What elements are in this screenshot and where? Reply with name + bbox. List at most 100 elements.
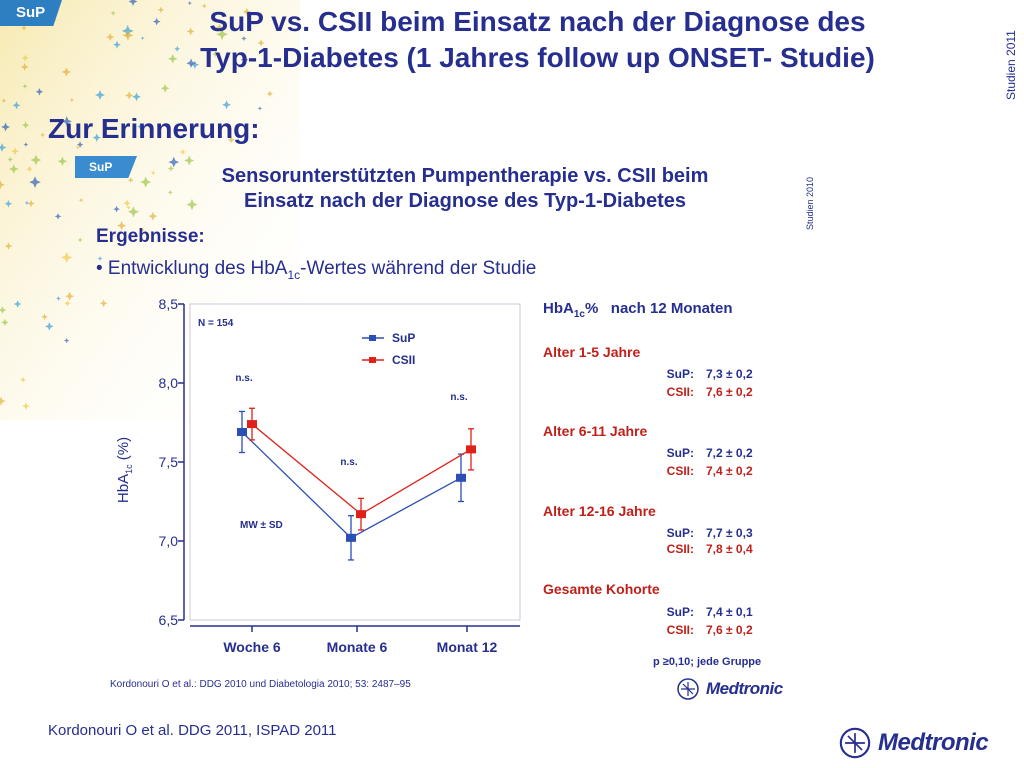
- row-value: 7,7 ± 0,3: [706, 526, 753, 540]
- sparkle-icon: [40, 132, 46, 138]
- legend-sup: SuP: [392, 331, 415, 345]
- sparkle-icon: [1, 98, 7, 104]
- sparkle-icon: [12, 101, 21, 110]
- group-title: Alter 12-16 Jahre: [543, 503, 656, 519]
- title-line-2: Typ-1-Diabetes (1 Jahres follow up ONSET…: [200, 42, 875, 73]
- row-label: SuP:: [666, 446, 694, 460]
- legend-marker-sup: [369, 335, 376, 341]
- group-row-sup: SuP: 7,7 ± 0,3: [648, 526, 753, 540]
- stats-heading: HbA1c% nach 12 Monaten: [543, 300, 803, 320]
- data-point-csii: [466, 445, 476, 454]
- row-value: 7,4 ± 0,2: [706, 464, 753, 478]
- sparkle-icon: [0, 179, 5, 190]
- group-row-csii: CSII: 7,6 ± 0,2: [648, 385, 753, 399]
- ns-annotation: n.s.: [235, 373, 252, 384]
- sparkle-icon: [21, 121, 30, 129]
- results-bullet: • Entwicklung des HbA1c-Wertes während d…: [96, 258, 536, 282]
- sparkle-icon: [54, 213, 62, 220]
- sparkle-icon: [0, 306, 7, 314]
- group-row-csii: CSII: 7,8 ± 0,4: [648, 542, 753, 556]
- sparkle-icon: [22, 83, 28, 89]
- sparkle-icon: [20, 62, 29, 71]
- group-title: Gesamte Kohorte: [543, 581, 660, 597]
- row-label: CSII:: [666, 385, 694, 399]
- legend-csii: CSII: [392, 353, 415, 367]
- stats-panel: HbA1c% nach 12 Monaten Alter 1-5 Jahre S…: [543, 300, 803, 668]
- sparkle-icon: [95, 90, 105, 100]
- sparkle-icon: [179, 148, 187, 156]
- row-label: SuP:: [666, 367, 694, 381]
- sparkle-icon: [1, 122, 11, 132]
- sparkle-icon: [56, 296, 61, 301]
- y-tick-label: 7,5: [159, 454, 179, 470]
- inner-title-line-2: Einsatz nach der Diagnose des Typ-1-Diab…: [244, 190, 686, 212]
- y-tick-label: 8,5: [159, 296, 179, 312]
- sparkle-icon: [125, 91, 134, 100]
- results-heading: Ergebnisse:: [96, 226, 205, 247]
- stats-heading-sub: 1c: [573, 309, 585, 320]
- row-label: SuP:: [666, 605, 694, 619]
- sparkle-icon: [65, 291, 75, 301]
- x-tick-label: Woche 6: [223, 639, 281, 655]
- data-point-sup: [346, 533, 356, 542]
- sparkle-icon: [4, 242, 13, 250]
- stats-heading-pre: HbA: [543, 300, 574, 317]
- sparkle-icon: [21, 54, 29, 62]
- legend-marker-csii: [369, 357, 376, 363]
- medtronic-symbol-icon: [839, 727, 871, 759]
- sparkle-icon: [24, 200, 29, 205]
- row-label: SuP:: [666, 526, 694, 540]
- sparkle-icon: [45, 322, 54, 331]
- sup-badge: SuP: [0, 0, 62, 26]
- data-point-csii: [356, 510, 366, 519]
- sparkle-icon: [0, 396, 6, 406]
- sparkle-icon: [41, 313, 48, 321]
- sparkle-icon: [13, 300, 22, 308]
- sparkle-icon: [4, 199, 13, 208]
- sparkle-icon: [30, 154, 42, 166]
- inner-logo-text: Medtronic: [706, 679, 783, 698]
- inner-medtronic-logo: Medtronic: [676, 677, 783, 701]
- sparkle-icon: [61, 67, 72, 77]
- row-value: 7,4 ± 0,1: [706, 605, 753, 619]
- sparkle-icon: [222, 100, 232, 110]
- sparkle-icon: [69, 97, 75, 103]
- inner-reference: Kordonouri O et al.: DDG 2010 und Diabet…: [110, 679, 411, 690]
- inner-title-line-1: Sensorunterstützten Pumpentherapie vs. C…: [221, 165, 709, 187]
- sparkle-icon: [7, 156, 13, 163]
- y-tick-label: 8,0: [159, 375, 179, 391]
- legend: SuP CSII: [362, 331, 415, 367]
- sparkle-icon: [22, 402, 30, 410]
- data-point-sup: [237, 427, 247, 436]
- bullet-text-post: -Wertes während der Studie: [300, 258, 537, 279]
- data-point-sup: [456, 473, 466, 482]
- row-value: 7,6 ± 0,2: [706, 385, 753, 399]
- page-title: SuP vs. CSII beim Einsatz nach der Diagn…: [95, 4, 980, 76]
- row-value: 7,2 ± 0,2: [706, 446, 753, 460]
- sparkle-icon: [266, 90, 274, 98]
- sparkle-icon: [75, 145, 81, 150]
- logo-text: Medtronic: [878, 729, 989, 756]
- ns-annotation: n.s.: [450, 392, 467, 403]
- row-value: 7,3 ± 0,2: [706, 367, 753, 381]
- n-label: N = 154: [198, 318, 234, 329]
- sparkle-icon: [20, 376, 27, 383]
- sparkle-icon: [78, 197, 84, 203]
- sparkle-icon: [160, 83, 170, 93]
- title-line-1: SuP vs. CSII beim Einsatz nach der Diagn…: [209, 6, 866, 37]
- row-label: CSII:: [666, 464, 694, 478]
- sparkle-icon: [35, 87, 44, 96]
- sparkle-icon: [77, 237, 83, 243]
- row-value: 7,6 ± 0,2: [706, 623, 753, 637]
- sparkle-icon: [0, 143, 7, 152]
- inner-side-label: Studien 2010: [805, 176, 815, 230]
- group-row-sup: SuP: 7,3 ± 0,2: [648, 367, 753, 381]
- y-tick-label: 7,0: [159, 533, 179, 549]
- group-row-sup: SuP: 7,4 ± 0,1: [648, 605, 753, 619]
- bullet-text-pre: • Entwicklung des HbA: [96, 258, 288, 279]
- y-tick-label: 6,5: [159, 612, 179, 628]
- stats-heading-post: % nach 12 Monaten: [584, 300, 733, 317]
- reminder-heading: Zur Erinnerung:: [48, 113, 260, 144]
- row-value: 7,8 ± 0,4: [706, 542, 753, 556]
- sparkle-icon: [11, 147, 19, 156]
